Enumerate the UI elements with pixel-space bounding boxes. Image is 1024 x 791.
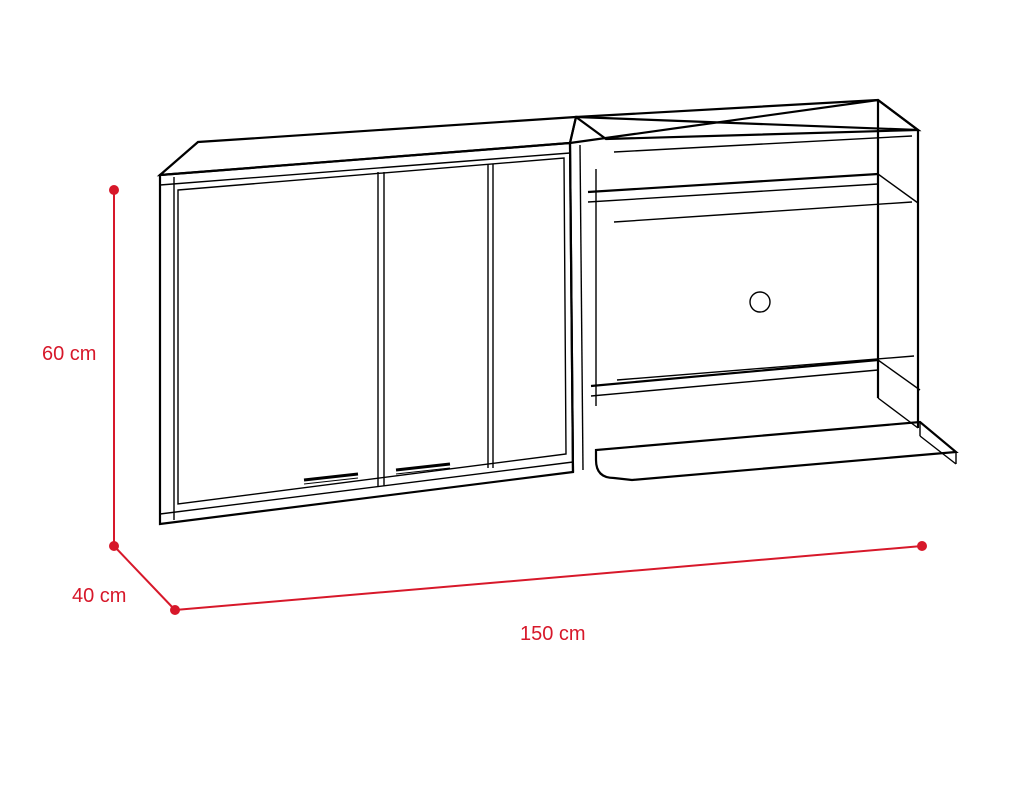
dim-line-width — [175, 546, 922, 610]
left-top-front-thickness — [160, 153, 570, 185]
left-top-back-edge — [198, 117, 576, 142]
shelf-bot-depth — [878, 360, 920, 390]
shelf-bot-front — [591, 360, 878, 386]
tray-right-depth-lower — [920, 436, 956, 464]
shelf-top-thickness — [588, 184, 878, 202]
module-seam — [570, 143, 573, 472]
dim-label-width: 150 cm — [520, 623, 586, 645]
pull-out-tray — [596, 422, 956, 480]
shelf-top-front — [588, 174, 878, 192]
left-bottom-thickness — [160, 462, 573, 514]
left-inner-frame — [178, 158, 566, 504]
dim-dot-height-top — [109, 185, 119, 195]
dim-label-depth: 40 cm — [72, 585, 126, 607]
dim-dot-width — [917, 541, 927, 551]
shelf-top-depth — [878, 174, 918, 203]
mid-back-bot — [617, 356, 914, 380]
module-seam-inner — [580, 145, 583, 470]
dim-label-height: 60 cm — [42, 343, 96, 365]
left-top-face — [160, 117, 576, 175]
cable-hole-icon — [750, 292, 770, 312]
tray-front-edge — [596, 422, 920, 450]
left-front-face — [160, 143, 573, 524]
mid-back-top — [614, 202, 912, 222]
